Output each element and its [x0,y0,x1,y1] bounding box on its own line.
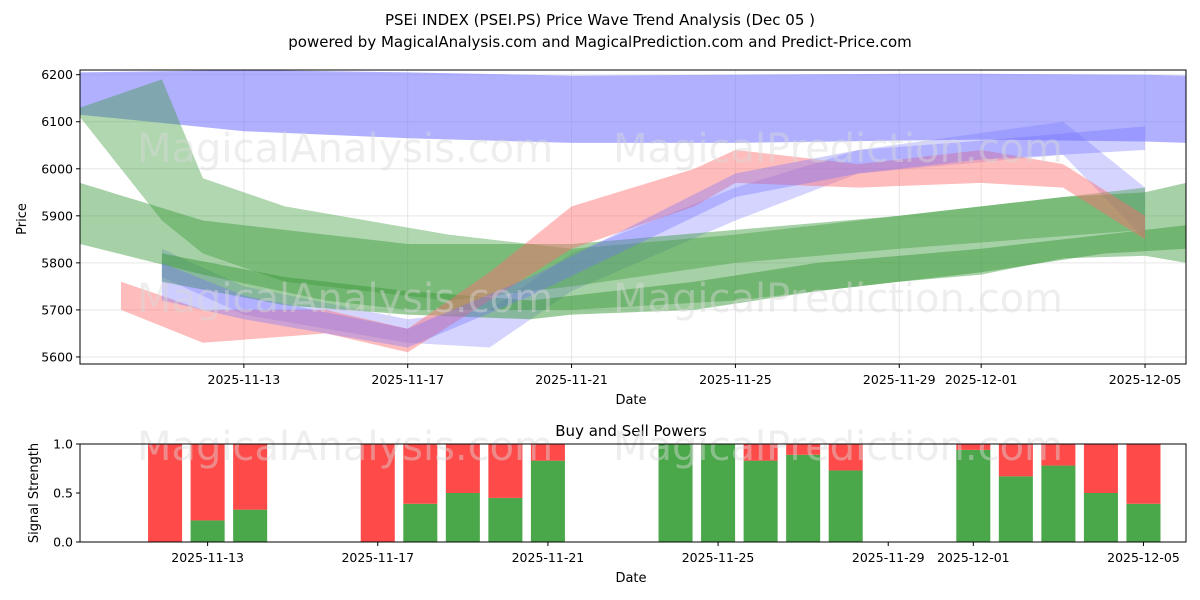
band-red-main [121,150,1145,353]
chart-subtitle: powered by MagicalAnalysis.com and Magic… [288,33,912,51]
buy-bar [1041,465,1076,542]
price-bands [80,70,1186,353]
sell-bar [488,444,523,498]
buy-sell-y-tick-label: 1.0 [53,437,73,452]
buy-sell-x-tick-label: 2025-11-17 [341,550,414,565]
buy-bar [658,444,693,542]
price-plot-frame [79,69,1187,365]
buy-bar [701,444,736,542]
buy-sell-y-axis-label: Signal Strength [27,443,42,543]
buy-sell-x-tick-label: 2025-12-01 [937,550,1010,565]
band-blue-wide [80,70,1186,143]
price-x-tick-label: 2025-11-29 [863,372,936,387]
buy-bar [488,497,523,542]
price-x-tick-label: 2025-11-21 [535,372,608,387]
watermark-right-top: MagicalPrediction.com [613,126,1063,172]
sell-bar [530,444,565,461]
buy-bar [1083,493,1118,542]
price-wave-plot: MagicalAnalysis.com MagicalPrediction.co… [15,67,1187,408]
sell-bar [233,444,268,510]
price-y-tick-label: 6100 [41,114,73,129]
buy-bar [956,449,991,542]
sell-bar [148,444,183,542]
sell-bar [403,444,438,504]
price-y-tick-label: 5900 [41,208,73,223]
buy-sell-x-tick-label: 2025-11-25 [682,550,755,565]
sell-bar [828,444,863,471]
price-y-tick-label: 5700 [41,302,73,317]
band-green-upper [80,79,1145,301]
buy-sell-y-ticks: 0.0 0.5 1.0 [53,437,80,550]
price-y-tick-label: 6000 [41,161,73,176]
buy-bar [1126,503,1161,542]
buy-sell-plot: Buy and Sell Powers MagicalAnalysis.com … [27,422,1187,586]
buy-bar [403,503,438,542]
sell-bar [190,444,225,521]
buy-sell-x-tick-label: 2025-11-29 [852,550,925,565]
price-x-tick-label: 2025-11-13 [208,372,281,387]
buy-sell-x-tick-label: 2025-12-05 [1107,550,1180,565]
sell-bar [1126,444,1161,504]
buy-sell-x-ticks: 2025-11-13 2025-11-17 2025-11-21 2025-11-25… [171,542,1180,565]
buy-bar [190,520,225,542]
buy-sell-bars [148,444,1161,542]
buy-sell-x-axis-label: Date [615,571,646,586]
sell-bar [1083,444,1118,493]
sell-bar [998,444,1033,477]
sell-bar [956,444,991,450]
watermark-right-mid: MagicalPrediction.com [613,276,1063,322]
watermark-left-mid: MagicalAnalysis.com [137,276,553,322]
price-y-ticks: 5600 5700 5800 5900 6000 6100 6200 [41,67,80,364]
band-green-band-3 [161,225,1186,320]
chart-title: PSEi INDEX (PSEI.PS) Price Wave Trend An… [385,11,815,29]
price-y-axis-label: Price [15,203,30,235]
buy-bar [743,460,778,542]
watermark-left-top: MagicalAnalysis.com [137,126,553,172]
price-y-tick-label: 5600 [41,349,73,364]
buy-bar [233,509,268,542]
buy-sell-title: Buy and Sell Powers [555,422,707,440]
sell-bar [786,444,821,455]
price-x-tick-label: 2025-11-25 [699,372,772,387]
price-x-tick-label: 2025-11-17 [371,372,444,387]
buy-sell-x-tick-label: 2025-11-21 [512,550,585,565]
band-purple-overlap [161,126,1145,348]
buy-bar [530,460,565,542]
buy-sell-x-tick-label: 2025-11-13 [171,550,244,565]
price-x-tick-label: 2025-12-05 [1109,372,1182,387]
buy-bar [786,454,821,542]
buy-bar [445,493,480,542]
buy-bar [828,470,863,542]
watermark-left-bottom: MagicalAnalysis.com [137,424,553,470]
sell-bar [360,444,395,542]
watermark-right-bottom: MagicalPrediction.com [613,424,1063,470]
buy-bar [998,476,1033,542]
price-x-ticks: 2025-11-13 2025-11-17 2025-11-21 2025-11-25… [208,364,1182,387]
price-y-tick-label: 6200 [41,67,73,82]
price-x-tick-label: 2025-12-01 [945,372,1018,387]
sell-bar [1041,444,1076,466]
sell-bar [743,444,778,461]
band-blue-narrow [161,121,1145,348]
buy-sell-y-tick-label: 0.5 [53,486,73,501]
price-y-tick-label: 5800 [41,255,73,270]
price-x-axis-label: Date [615,393,646,408]
buy-sell-y-tick-label: 0.0 [53,535,73,550]
sell-bar [445,444,480,493]
